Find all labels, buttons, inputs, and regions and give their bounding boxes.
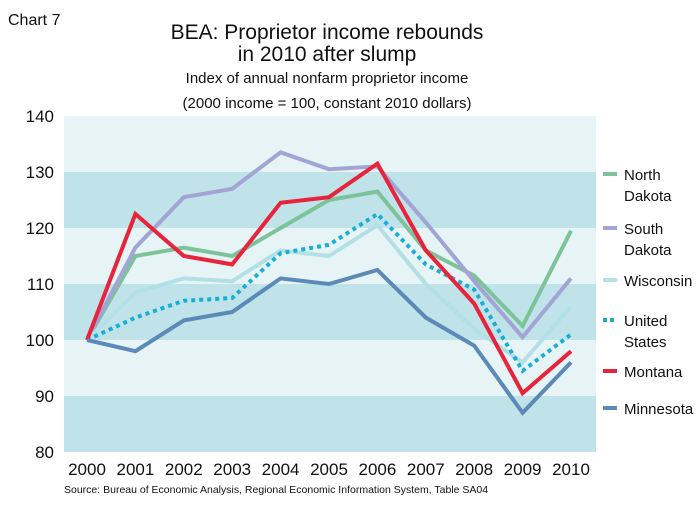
chart-subtitle-line-1: Index of annual nonfarm proprietor incom… [186, 70, 469, 87]
y-tick-label: 110 [27, 275, 54, 294]
legend-label: Dakota [624, 188, 672, 205]
x-tick-label: 2003 [213, 460, 251, 479]
x-tick-label: 2007 [407, 460, 445, 479]
source-note: Source: Bureau of Economic Analysis, Reg… [64, 484, 488, 496]
x-tick-label: 2006 [358, 460, 396, 479]
background-band [64, 116, 596, 172]
y-tick-label: 90 [35, 387, 54, 406]
series-line-wisconsin [85, 222, 573, 366]
x-axis: 2000 2001 2002 2003 2004 2005 2006 2007 2008 2009… [68, 460, 590, 479]
x-tick-label: 2002 [165, 460, 203, 479]
x-tick-label: 2000 [68, 460, 106, 479]
legend-label: States [624, 334, 667, 351]
y-tick-label: 140 [26, 107, 54, 126]
chart-subtitle-line-2: (2000 income = 100, constant 2010 dollar… [183, 95, 472, 112]
y-tick-label: 100 [26, 331, 54, 350]
x-tick-label: 2008 [455, 460, 493, 479]
series-line-minnesota [86, 267, 573, 416]
series-line-south-dakota [85, 150, 573, 341]
y-tick-label: 120 [26, 219, 54, 238]
chart-title-line-2: in 2010 after slump [238, 43, 417, 66]
legend-label: South [624, 221, 663, 238]
y-axis: 80 90 100 110 120 130 140 [26, 107, 54, 462]
legend-label: North [624, 167, 661, 184]
legend-label: United [624, 313, 667, 330]
legend-label: Montana [624, 364, 683, 381]
x-tick-label: 2004 [262, 460, 300, 479]
legend-label: Minnesota [624, 401, 694, 418]
series-lines [85, 150, 573, 416]
legend: North Dakota South Dakota Wisconsin United Sta… [603, 167, 694, 418]
legend-label: Dakota [624, 242, 672, 259]
series-line-united-states [86, 211, 573, 374]
y-tick-label: 80 [35, 443, 54, 462]
background-band [64, 340, 596, 396]
background-band [64, 396, 596, 452]
x-tick-label: 2001 [116, 460, 154, 479]
x-tick-label: 2010 [552, 460, 590, 479]
series-line-north-dakota [85, 189, 573, 341]
x-tick-label: 2005 [310, 460, 348, 479]
chart-title-line-1: BEA: Proprietor income rebounds [171, 21, 484, 44]
y-tick-label: 130 [26, 163, 54, 182]
x-tick-label: 2009 [504, 460, 542, 479]
figure-label: Chart 7 [8, 12, 61, 29]
series-line-montana [85, 160, 573, 397]
legend-label: Wisconsin [624, 273, 692, 290]
